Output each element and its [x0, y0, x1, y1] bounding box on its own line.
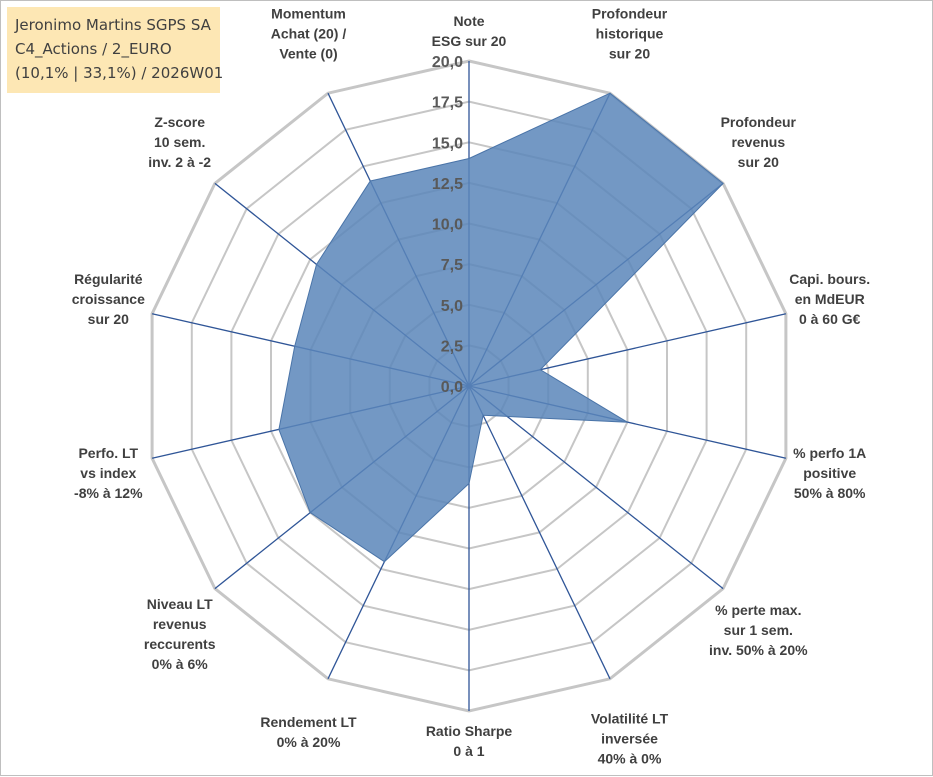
axis-label-line: sur 20 [609, 46, 650, 62]
axis-spoke [468, 385, 611, 680]
label-layer: Note ESG sur 20 Profondeur historique sur 20… [72, 6, 870, 767]
axis-spoke [468, 385, 724, 590]
axis-label-line: 0% à 6% [152, 656, 209, 672]
axis-label-line: Niveau LT [147, 596, 213, 612]
axis-label: Niveau LT revenus reccurents 0% à 6% [144, 596, 216, 672]
axis-label-line: sur 1 sem. [724, 622, 793, 638]
axis-label: Ratio Sharpe 0 à 1 [426, 723, 513, 759]
tick-label: 10,0 [432, 217, 463, 234]
axis-label-line: 50% à 80% [794, 485, 866, 501]
tick-label: 17,5 [432, 95, 463, 112]
axis-label-line: 0 à 1 [453, 743, 484, 759]
axis-label-line: Vente (0) [279, 46, 337, 62]
axis-label-line: Profondeur [592, 6, 668, 22]
axis-label: % perfo 1A positive 50% à 80% [793, 445, 866, 501]
series-area [278, 92, 724, 563]
axis-label-line: revenus [731, 134, 785, 150]
axis-label-line: Perfo. LT [78, 445, 138, 461]
axis-label-line: Momentum [271, 6, 346, 22]
axis-label: Volatilité LT inversée 40% à 0% [591, 710, 669, 766]
tick-layer: 0,0 2,5 5,0 7,5 10,0 12,5 15,0 17,5 20,0 [432, 54, 463, 396]
axis-label: Régularité croissance sur 20 [72, 271, 145, 327]
axis-label-line: -8% à 12% [74, 485, 143, 501]
tick-label: 20,0 [432, 54, 463, 71]
axis-label: Perfo. LT vs index -8% à 12% [74, 445, 143, 501]
axis-label-line: en MdEUR [795, 291, 865, 307]
axis-label-line: Z-score [154, 114, 205, 130]
axis-label-line: Ratio Sharpe [426, 723, 513, 739]
axis-label-line: sur 20 [88, 311, 129, 327]
axis-label-line: Rendement LT [260, 714, 357, 730]
series-layer [278, 92, 724, 563]
axis-label-line: ESG sur 20 [432, 33, 507, 49]
axis-label-line: vs index [80, 465, 136, 481]
tick-label: 12,5 [432, 176, 463, 193]
axis-label-line: inv. 50% à 20% [709, 642, 808, 658]
axis-label-line: Profondeur [721, 114, 797, 130]
axis-label-line: 10 sem. [154, 134, 205, 150]
axis-label-line: Capi. bours. [789, 271, 870, 287]
tick-label: 7,5 [441, 257, 463, 274]
axis-label-line: inv. 2 à -2 [148, 154, 211, 170]
axis-label-line: % perfo 1A [793, 445, 866, 461]
axis-label-line: croissance [72, 291, 145, 307]
axis-label-line: positive [803, 465, 856, 481]
axis-label-line: 40% à 0% [598, 750, 662, 766]
axis-label-line: Achat (20) / [271, 26, 347, 42]
axis-label-line: % perte max. [715, 602, 801, 618]
company-name: Jeronimo Martins SGPS SA [15, 16, 211, 34]
axis-label-line: 0 à 60 G€ [799, 311, 861, 327]
axis-label-line: reccurents [144, 636, 216, 652]
axis-label-line: sur 20 [738, 154, 779, 170]
axis-label-line: historique [596, 26, 664, 42]
tick-label: 0,0 [441, 379, 463, 396]
axis-label-line: 0% à 20% [277, 734, 341, 750]
axis-label-line: Note [453, 13, 484, 29]
axis-label: Capi. bours. en MdEUR 0 à 60 G€ [789, 271, 870, 327]
axis-label: Rendement LT 0% à 20% [260, 714, 357, 750]
axis-label-line: revenus [153, 616, 207, 632]
axis-label-line: Volatilité LT [591, 710, 669, 726]
axis-label: % perte max. sur 1 sem. inv. 50% à 20% [709, 602, 808, 658]
axis-label-line: Régularité [74, 271, 143, 287]
tick-label: 15,0 [432, 135, 463, 152]
axis-label: Profondeur revenus sur 20 [721, 114, 797, 170]
axis-label: Momentum Achat (20) / Vente (0) [271, 6, 347, 62]
tick-label: 5,0 [441, 298, 463, 315]
period-line: (10,1% | 33,1%) / 2026W01 [15, 64, 224, 82]
axis-label: Note ESG sur 20 [432, 13, 507, 49]
axis-label: Z-score 10 sem. inv. 2 à -2 [148, 114, 211, 170]
axis-label-line: inversée [601, 730, 658, 746]
info-box: Jeronimo Martins SGPS SA C4_Actions / 2_… [7, 7, 224, 93]
tick-label: 2,5 [441, 338, 463, 355]
axis-label: Profondeur historique sur 20 [592, 6, 668, 62]
category-line: C4_Actions / 2_EURO [15, 40, 172, 58]
